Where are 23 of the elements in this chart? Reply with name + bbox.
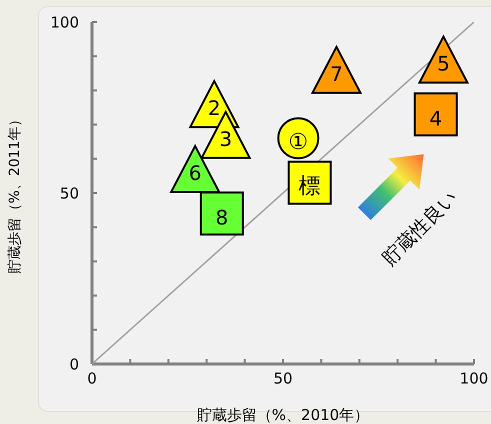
x-axis-title: 貯蔵歩留（%、2010年）	[196, 406, 370, 424]
y-tick-label: 100	[50, 13, 79, 32]
annotation: ①	[288, 130, 308, 155]
x-tick-label: 0	[87, 370, 97, 388]
annotation: 3	[219, 126, 232, 151]
point	[200, 192, 244, 236]
annotation: 貯蔵性良い	[378, 186, 462, 270]
annotation: 2	[208, 96, 221, 120]
annotation: 4	[429, 106, 442, 130]
annotation: 5	[437, 52, 450, 76]
point	[414, 92, 458, 136]
y-tick-label: 0	[69, 355, 79, 374]
y-tick-label: 50	[60, 184, 79, 202]
x-tick-label: 100	[460, 370, 488, 388]
annotation: 8	[216, 206, 228, 230]
annotation: 標	[298, 174, 321, 200]
point	[170, 145, 220, 194]
annotation: 6	[188, 161, 202, 186]
y-axis-title: 貯蔵歩留（%、2011年）	[6, 112, 23, 274]
annotation: 7	[330, 62, 343, 86]
point	[311, 46, 362, 94]
point	[418, 36, 468, 84]
x-tick-label: 50	[273, 370, 293, 388]
